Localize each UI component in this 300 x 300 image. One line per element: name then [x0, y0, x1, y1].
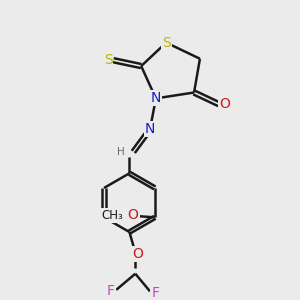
Text: N: N — [151, 92, 161, 105]
Text: O: O — [132, 247, 143, 261]
Text: N: N — [145, 122, 155, 136]
Text: H: H — [117, 147, 125, 157]
Text: F: F — [107, 284, 115, 298]
Text: O: O — [128, 208, 139, 222]
Text: S: S — [162, 36, 170, 50]
Text: CH₃: CH₃ — [102, 209, 124, 222]
Text: S: S — [103, 53, 112, 67]
Text: O: O — [219, 97, 230, 111]
Text: F: F — [151, 286, 159, 300]
